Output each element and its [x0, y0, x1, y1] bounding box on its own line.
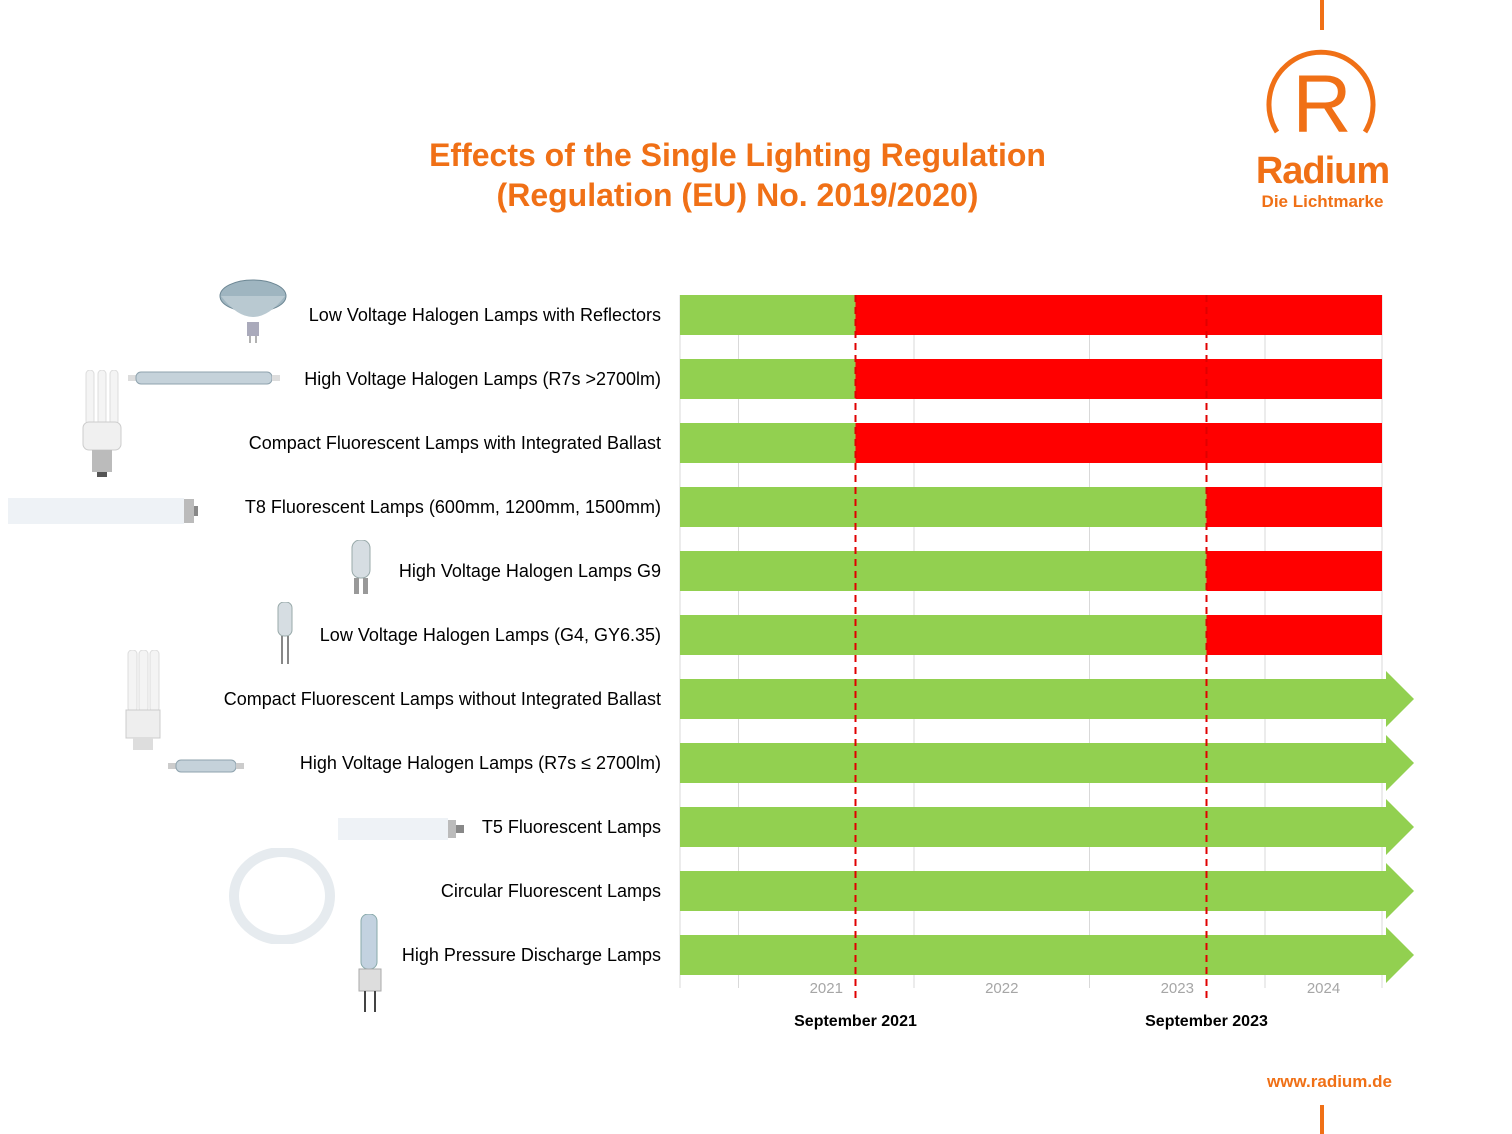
g9-capsule-lamp-icon: [351, 540, 371, 594]
row-label: High Pressure Discharge Lamps: [401, 945, 661, 965]
r7s-short-lamp-icon: [168, 759, 244, 773]
row-label: High Voltage Halogen Lamps (R7s ≤ 2700lm…: [299, 753, 661, 773]
continues-arrow: [1386, 927, 1414, 983]
allowed-bar: [680, 871, 1386, 911]
allowed-bar: [680, 615, 1207, 655]
chart-title-line1: Effects of the Single Lighting Regulatio…: [429, 137, 1046, 173]
row-label: Compact Fluorescent Lamps without Integr…: [223, 689, 661, 709]
radium-logo-icon: R: [1266, 49, 1376, 150]
banned-bar: [1206, 615, 1382, 655]
banned-bar: [855, 359, 1382, 399]
x-tick-label: 2024: [1307, 980, 1340, 997]
milestone-label: September 2023: [1145, 1013, 1268, 1030]
website-link[interactable]: www.radium.de: [1266, 1072, 1392, 1091]
bottom-accent-line: [1320, 1105, 1324, 1134]
continues-arrow: [1386, 735, 1414, 791]
r7s-long-lamp-icon: [128, 371, 280, 385]
t8-tube-lamp-icon: [8, 498, 198, 524]
logo-mark: R: [1292, 59, 1351, 150]
allowed-bar: [680, 423, 856, 463]
row-label: Low Voltage Halogen Lamps (G4, GY6.35): [319, 625, 661, 645]
allowed-bar: [680, 295, 856, 335]
mr16-reflector-lamp-icon: [219, 279, 287, 343]
hid-lamp-icon: [358, 914, 382, 1012]
allowed-bar: [680, 551, 1207, 591]
logo-tagline: Die Lichtmarke: [1261, 192, 1384, 211]
row-label: Low Voltage Halogen Lamps with Reflector…: [308, 305, 661, 325]
cfl-e27-lamp-icon: [82, 370, 122, 477]
banned-bar: [1206, 487, 1382, 527]
x-tick-label: 2021: [810, 980, 843, 997]
allowed-bar: [680, 359, 856, 399]
row-label: High Voltage Halogen Lamps (R7s >2700lm): [304, 369, 661, 389]
chart-title-line2: (Regulation (EU) No. 2019/2020): [496, 177, 979, 213]
row-label: Compact Fluorescent Lamps with Integrate…: [248, 433, 661, 453]
banned-bar: [1206, 551, 1382, 591]
allowed-bar: [680, 807, 1386, 847]
allowed-bar: [680, 487, 1207, 527]
row-label: Circular Fluorescent Lamps: [440, 881, 661, 901]
continues-arrow: [1386, 671, 1414, 727]
x-tick-label: 2023: [1161, 980, 1194, 997]
allowed-bar: [680, 743, 1386, 783]
t5-tube-lamp-icon: [338, 818, 464, 840]
continues-arrow: [1386, 799, 1414, 855]
milestone-label: September 2021: [794, 1013, 917, 1030]
cfl-plugin-lamp-icon: [125, 650, 161, 750]
banned-bar: [855, 423, 1382, 463]
circular-tube-lamp-icon: [229, 848, 335, 944]
allowed-bar: [680, 679, 1386, 719]
row-label: T8 Fluorescent Lamps (600mm, 1200mm, 150…: [244, 497, 661, 517]
top-accent-line: [1320, 0, 1324, 30]
row-label: T5 Fluorescent Lamps: [481, 817, 661, 837]
banned-bar: [855, 295, 1382, 335]
allowed-bar: [680, 935, 1386, 975]
continues-arrow: [1386, 863, 1414, 919]
logo-brand: Radium: [1255, 150, 1390, 192]
g4-capsule-lamp-icon: [277, 602, 293, 664]
x-tick-label: 2022: [985, 980, 1018, 997]
row-label: High Voltage Halogen Lamps G9: [398, 561, 661, 581]
